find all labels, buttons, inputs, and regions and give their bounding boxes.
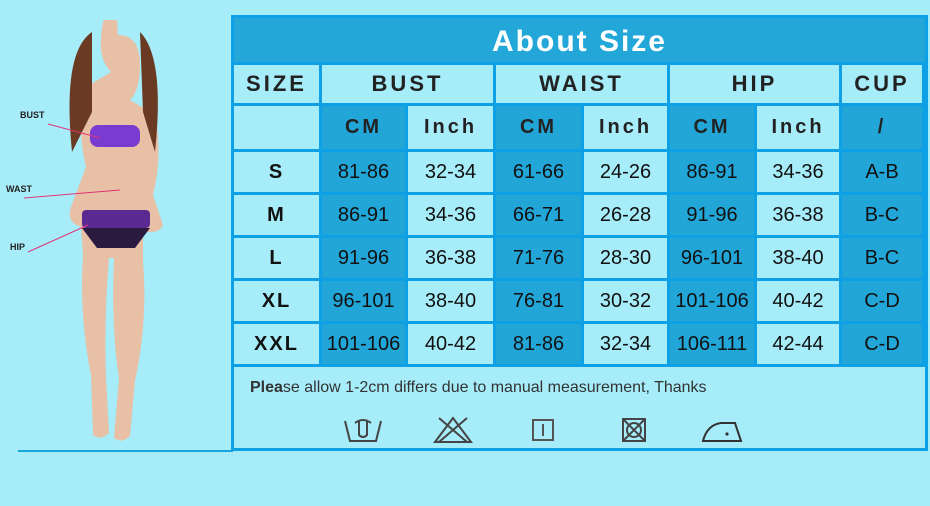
table-cell: 34-36	[408, 195, 493, 235]
do-not-tumble-dry-icon	[622, 418, 646, 442]
table-cell: 101-106	[670, 281, 754, 321]
size-label: XXL	[234, 324, 319, 364]
table-cell: 28-30	[584, 238, 667, 278]
table-cell: 106-111	[670, 324, 754, 364]
table-cell: 86-91	[322, 195, 405, 235]
table-cell: 26-28	[584, 195, 667, 235]
table-cell: 91-96	[670, 195, 754, 235]
hip-label: HIP	[10, 242, 26, 252]
table-cell: 76-81	[496, 281, 581, 321]
size-label: S	[234, 152, 319, 192]
subheader-6: /	[842, 106, 922, 149]
table-cell: 81-86	[496, 324, 581, 364]
table-cell: 38-40	[757, 238, 839, 278]
subheader-3: Inch	[584, 106, 667, 149]
table-cell: 30-32	[584, 281, 667, 321]
table-cell: 91-96	[322, 238, 405, 278]
table-cell: 71-76	[496, 238, 581, 278]
table-cell: 36-38	[757, 195, 839, 235]
table-cell: 96-101	[322, 281, 405, 321]
table-cell: 40-42	[408, 324, 493, 364]
table-cell: 32-34	[584, 324, 667, 364]
header-waist: WAIST	[496, 65, 667, 103]
hand-wash-icon	[344, 419, 382, 442]
table-cell: B-C	[842, 238, 922, 278]
table-cell: 86-91	[670, 152, 754, 192]
table-cell: 34-36	[757, 152, 839, 192]
table-cell: 42-44	[757, 324, 839, 364]
size-chart-table: About Size Please allow 1-2cm differs du…	[231, 15, 928, 451]
measurement-note: Please allow 1-2cm differs due to manual…	[250, 379, 707, 396]
table-cell: 36-38	[408, 238, 493, 278]
header-bust: BUST	[322, 65, 493, 103]
table-cell: C-D	[842, 324, 922, 364]
footer: Please allow 1-2cm differs due to manual…	[234, 367, 925, 448]
header-size: SIZE	[234, 65, 319, 103]
bust-label: BUST	[20, 110, 45, 120]
table-cell: B-C	[842, 195, 922, 235]
table-cell: 38-40	[408, 281, 493, 321]
table-cell: 96-101	[670, 238, 754, 278]
model-figure: BUST WAST HIP	[0, 7, 230, 450]
table-cell: 40-42	[757, 281, 839, 321]
line-dry-icon	[532, 419, 554, 441]
table-cell: 81-86	[322, 152, 405, 192]
table-cell: C-D	[842, 281, 922, 321]
subheader-0: CM	[322, 106, 405, 149]
size-label: M	[234, 195, 319, 235]
table-cell: 61-66	[496, 152, 581, 192]
baseline-divider	[18, 450, 233, 452]
size-label: XL	[234, 281, 319, 321]
header-cup: CUP	[842, 65, 922, 103]
table-cell: 32-34	[408, 152, 493, 192]
size-label: L	[234, 238, 319, 278]
iron-low-icon	[701, 422, 743, 442]
header-hip: HIP	[670, 65, 839, 103]
model-silhouette-icon	[23, 7, 163, 441]
table-cell: 101-106	[322, 324, 405, 364]
subheader-4: CM	[670, 106, 754, 149]
table-cell: 24-26	[584, 152, 667, 192]
chart-title: About Size	[234, 18, 925, 62]
subheader-blank	[234, 106, 319, 149]
do-not-bleach-icon	[433, 416, 473, 443]
table-cell: 66-71	[496, 195, 581, 235]
subheader-2: CM	[496, 106, 581, 149]
subheader-1: Inch	[408, 106, 493, 149]
waist-label: WAST	[6, 184, 32, 194]
table-cell: A-B	[842, 152, 922, 192]
subheader-5: Inch	[757, 106, 839, 149]
